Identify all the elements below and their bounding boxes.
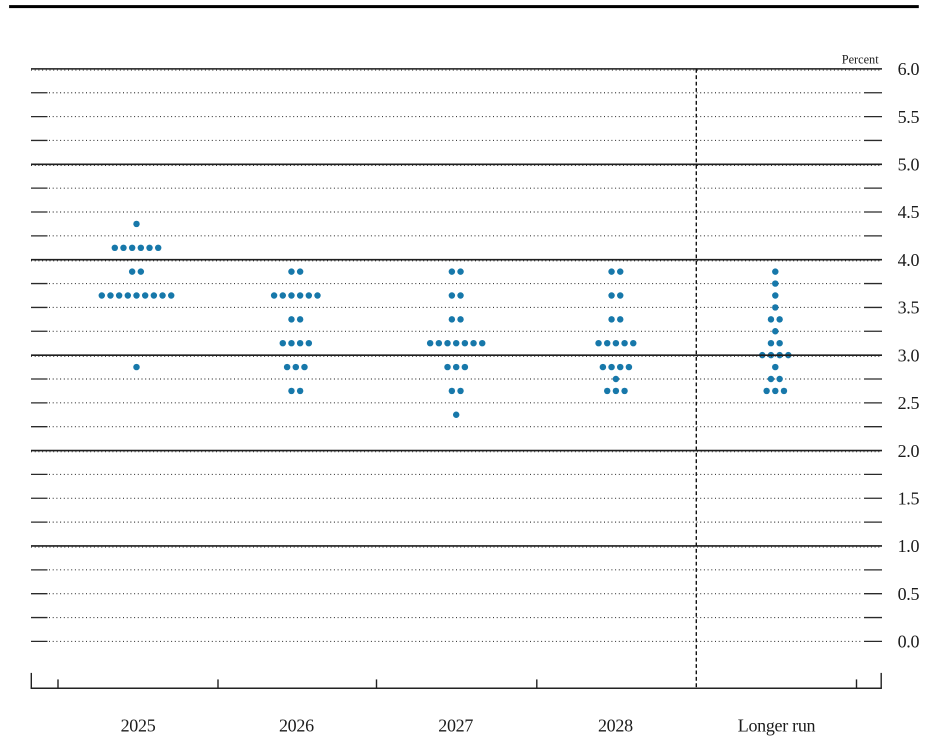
svg-text:4.0: 4.0 <box>898 250 920 270</box>
svg-text:6.0: 6.0 <box>898 59 920 79</box>
svg-text:1.5: 1.5 <box>898 489 920 509</box>
svg-text:0.0: 0.0 <box>898 632 920 652</box>
svg-text:3.0: 3.0 <box>898 345 920 365</box>
svg-text:3.5: 3.5 <box>898 298 920 318</box>
svg-text:4.5: 4.5 <box>898 202 920 222</box>
svg-text:Percent: Percent <box>842 53 879 67</box>
svg-text:1.0: 1.0 <box>898 536 920 556</box>
svg-text:2028: 2028 <box>598 716 633 736</box>
svg-text:2.0: 2.0 <box>898 441 920 461</box>
svg-text:2026: 2026 <box>279 716 314 736</box>
svg-text:5.0: 5.0 <box>898 155 920 175</box>
svg-text:2025: 2025 <box>121 716 156 736</box>
svg-text:2.5: 2.5 <box>898 393 920 413</box>
svg-text:5.5: 5.5 <box>898 107 920 127</box>
svg-text:2027: 2027 <box>438 716 473 736</box>
svg-text:0.5: 0.5 <box>898 584 920 604</box>
svg-text:Longer run: Longer run <box>738 716 816 736</box>
